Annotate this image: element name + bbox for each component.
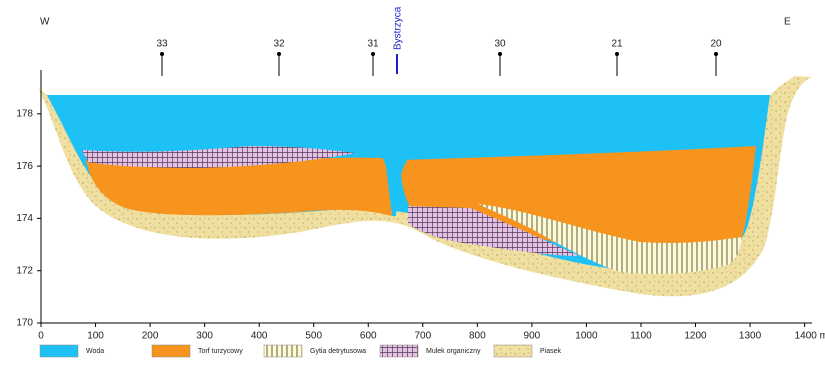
legend-swatch [40,345,78,357]
legend-label: Piasek [540,348,562,355]
legend-swatch [380,345,418,357]
east-label: E [784,17,791,28]
borehole-label: 32 [273,39,285,50]
x-tick-label: 100 [87,331,104,342]
x-tick-label: 1300 [739,331,762,342]
borehole-label: 31 [367,39,379,50]
legend-label: Woda [86,348,104,355]
x-tick-label: 400 [251,331,268,342]
y-tick-label: 174 [16,213,33,224]
borehole-dot [160,52,164,56]
borehole-label: 30 [494,39,506,50]
borehole-label: 33 [156,39,168,50]
west-label: W [40,17,50,28]
y-tick-label: 172 [16,265,33,276]
legend-swatch [152,345,190,357]
y-tick-label: 178 [16,108,33,119]
borehole-dot [371,52,375,56]
x-tick-label: 600 [360,331,377,342]
x-tick-label: 1200 [684,331,707,342]
x-tick-label: 1000 [575,331,598,342]
borehole-dot [714,52,718,56]
legend-label: Torf turzycowy [198,348,243,355]
layers [38,76,812,296]
x-tick-label: 1100 [630,331,652,342]
y-tick-label: 176 [16,161,33,172]
boreholes: 33 32 31 30 21 20 [156,39,722,76]
x-tick-label: 0 [38,331,44,342]
borehole-dot [615,52,619,56]
legend-swatch [264,345,302,357]
borehole-label: 21 [611,39,623,50]
x-tick-label: 300 [196,331,213,342]
cross-section: W E Bystrzyca 33 32 31 30 21 20 0 100 200 300 400… [0,0,825,368]
legend-label: Gytia detrytusowa [310,348,366,355]
legend-label: Mulek organiczny [426,348,481,355]
legend-swatch [494,345,532,357]
borehole-label: 20 [710,39,722,50]
x-tick-label: 700 [414,331,431,342]
x-tick-label: 500 [305,331,322,342]
y-tick-label: 170 [16,318,33,329]
river-label: Bystrzyca [393,6,404,50]
legend: Woda Torf turzycowy Gytia detrytusowa Mulek… [40,345,562,357]
borehole-dot [277,52,281,56]
borehole-dot [498,52,502,56]
x-tick-label: 900 [524,331,541,342]
x-tick-label: 1400 m [795,331,825,342]
x-tick-label: 200 [142,331,159,342]
x-tick-label: 800 [469,331,486,342]
